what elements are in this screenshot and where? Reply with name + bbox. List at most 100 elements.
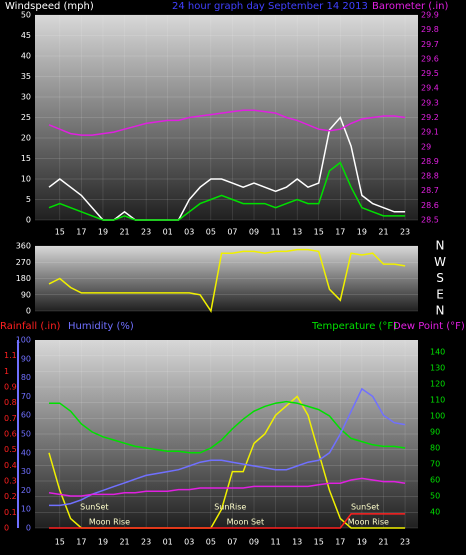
y-tick-label: 0.9: [4, 383, 17, 392]
x-tick-label: 19: [357, 538, 367, 547]
y-tick-label: 0.5: [4, 445, 17, 454]
y-tick-label: 0: [26, 216, 31, 225]
y2-tick-label: 50: [430, 492, 440, 501]
y2-tick-label: N: [436, 239, 445, 253]
y3-tick-label: 20: [21, 486, 31, 495]
x-tick-label: 17: [335, 538, 345, 547]
x-tick-label: 11: [270, 538, 280, 547]
y2-tick-label: 28.6: [421, 201, 439, 210]
series-line: [49, 400, 406, 454]
y-tick-label: 10: [21, 175, 31, 184]
y3-tick-label: 90: [21, 354, 31, 363]
x-tick-label: 23: [141, 228, 151, 237]
y2-tick-label: 90: [430, 428, 440, 437]
y2-tick-label: 29.5: [421, 69, 439, 78]
y2-tick-label: 80: [430, 444, 440, 453]
y-tick-label: 360: [16, 242, 31, 251]
y-tick-label: 0: [4, 524, 9, 533]
annotation: SunRise: [214, 503, 246, 512]
x-tick-label: 09: [249, 228, 259, 237]
plot-area: [35, 246, 418, 311]
x-tick-label: 17: [335, 228, 345, 237]
x-tick-label: 03: [184, 228, 194, 237]
y-tick-label: 30: [21, 93, 31, 102]
plot-area: [35, 15, 418, 220]
y3-tick-label: 10: [21, 505, 31, 514]
y2-tick-label: 28.9: [421, 157, 439, 166]
y-tick-label: 180: [16, 274, 31, 283]
series-line: [48, 248, 406, 313]
y2-tick-label: 28.7: [421, 186, 439, 195]
x-tick-label: 05: [206, 538, 216, 547]
x-tick-label: 17: [76, 538, 86, 547]
annotation: Moon Set: [227, 518, 264, 527]
y2-axis-label: Barometer (.in): [372, 1, 448, 12]
x-tick-label: 17: [76, 228, 86, 237]
y-tick-label: 1.1: [4, 351, 17, 360]
x-tick-label: 23: [400, 228, 410, 237]
annotation: SunSet: [351, 503, 379, 512]
x-tick-label: 21: [119, 538, 129, 547]
x-tick-label: 21: [378, 228, 388, 237]
y-tick-label: 15: [21, 154, 31, 163]
series-line: [49, 513, 406, 529]
x-tick-label: 23: [400, 538, 410, 547]
y2-tick-label: 29.8: [421, 25, 439, 34]
y-tick-label: 90: [21, 290, 31, 299]
y3-tick-label: 50: [21, 430, 31, 439]
y2-tick-label: 40: [430, 508, 440, 517]
x-tick-label: 15: [314, 228, 324, 237]
x-tick-label: 19: [98, 538, 108, 547]
y3-tick-label: 40: [21, 448, 31, 457]
y-tick-label: 0: [26, 307, 31, 316]
annotation: SunSet: [80, 503, 108, 512]
y-tick-label: 0.8: [4, 398, 17, 407]
y2-tick-label: 120: [430, 380, 445, 389]
y2-tick-label: 29.6: [421, 54, 439, 63]
x-tick-label: 15: [314, 538, 324, 547]
y-tick-label: 1: [4, 367, 9, 376]
y2-tick-label: E: [436, 287, 444, 301]
y-axis-label: Rainfall (.in): [0, 321, 61, 332]
y-axis-label: Windspeed (mph): [5, 1, 94, 12]
y2-tick-label: 29: [421, 142, 431, 151]
y3-tick-label: 0: [26, 524, 31, 533]
y2-tick-label: N: [436, 304, 445, 318]
x-tick-label: 07: [227, 228, 237, 237]
y2-tick-label: 100: [430, 412, 445, 421]
x-tick-label: 19: [98, 228, 108, 237]
x-tick-label: 05: [206, 228, 216, 237]
series-line: [48, 477, 406, 497]
x-tick-label: 19: [357, 228, 367, 237]
y-tick-label: 5: [26, 195, 31, 204]
y2-tick-label: 140: [430, 348, 445, 357]
y2-tick-label: 29.2: [421, 113, 439, 122]
y2-tick-label: 130: [430, 364, 445, 373]
y2-tick-label: 29.9: [421, 11, 439, 20]
y2-tick-label: 28.5: [421, 216, 439, 225]
y2-tick-label: 29.4: [421, 84, 439, 93]
annotation: Moon Rise: [89, 518, 130, 527]
y-tick-label: 270: [16, 258, 31, 267]
y-tick-label: 20: [21, 134, 31, 143]
y2-tick-label: 70: [430, 460, 440, 469]
y2-tick-label: 29.1: [421, 128, 439, 137]
y4-axis-label: Dew Point (°F): [393, 321, 465, 332]
x-tick-label: 11: [270, 228, 280, 237]
y2-tick-label: 60: [430, 476, 440, 485]
y-tick-label: 0.7: [4, 414, 17, 423]
y2-tick-label: 29.7: [421, 40, 439, 49]
y-tick-label: 50: [21, 11, 31, 20]
y2-tick-label: W: [434, 255, 446, 269]
y2-tick-label: 110: [430, 396, 445, 405]
series-line: [48, 109, 406, 136]
series-line: [49, 387, 406, 507]
y-tick-label: 0.6: [4, 430, 17, 439]
x-tick-label: 13: [292, 538, 302, 547]
y-tick-label: 45: [21, 31, 31, 40]
y3-tick-label: 80: [21, 373, 31, 382]
chart-title: 24 hour graph day September 14 2013: [172, 1, 368, 12]
x-tick-label: 01: [163, 228, 173, 237]
series-line: [48, 161, 406, 221]
